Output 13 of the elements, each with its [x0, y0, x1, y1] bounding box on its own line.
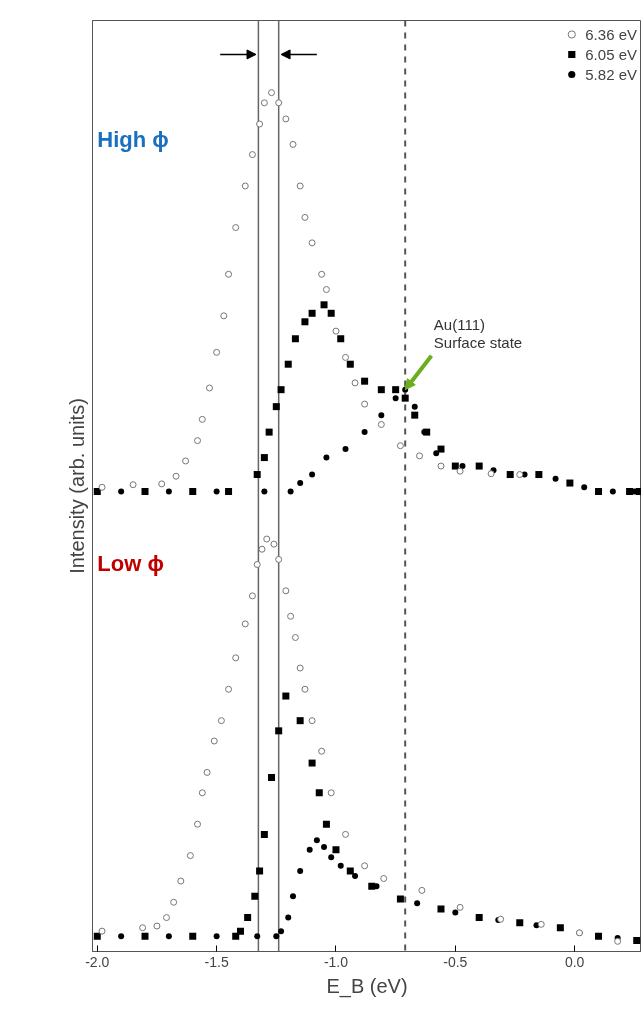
x-tick-label: -2.0 — [85, 953, 110, 970]
annotation: High ϕ — [97, 127, 169, 153]
legend-label: 6.36 eV — [585, 25, 637, 43]
annotation: Au(111) Surface state — [433, 315, 523, 352]
x-tick-label: -1.5 — [204, 953, 229, 970]
y-axis-title: Intensity (arb. units) — [65, 398, 88, 574]
annotation: Low ϕ — [97, 551, 164, 577]
x-tick-label: -0.5 — [443, 953, 468, 970]
x-tick-label: -1.0 — [323, 953, 349, 970]
legend-label: 5.82 eV — [585, 65, 637, 83]
x-tick-label: 0.0 — [564, 953, 585, 970]
x-axis-title: E_B (eV) — [326, 974, 408, 998]
legend-label: 6.05 eV — [585, 45, 637, 63]
